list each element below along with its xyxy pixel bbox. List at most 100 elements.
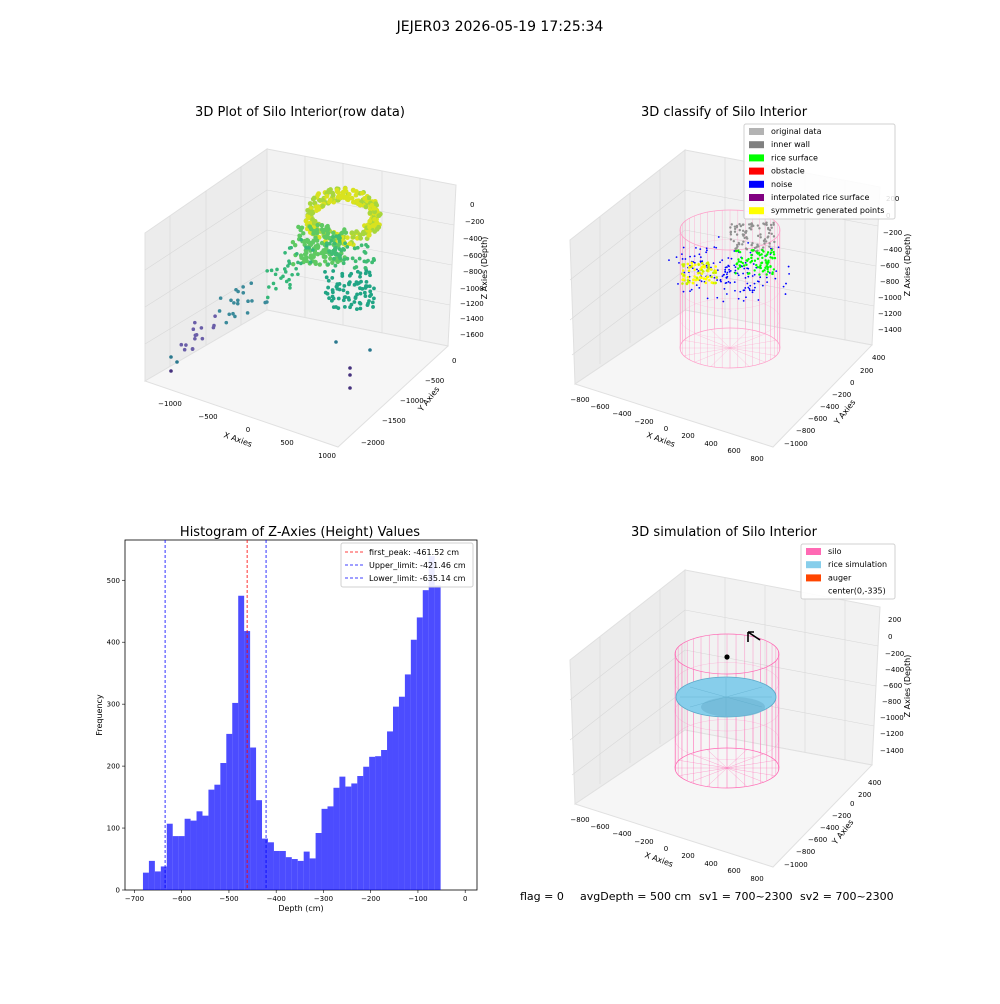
classify-point bbox=[758, 253, 762, 257]
legend-label: center(0,-335) bbox=[828, 587, 886, 596]
histogram-x-tick-label: −100 bbox=[408, 895, 427, 903]
classify-ytick: −200 bbox=[832, 391, 851, 399]
classify-point bbox=[753, 289, 755, 292]
cylinder-base-spoke bbox=[729, 340, 777, 349]
raw-point bbox=[355, 281, 360, 286]
classify-panel-title: 3D classify of Silo Interior bbox=[641, 105, 808, 120]
raw-point bbox=[376, 224, 382, 230]
classify-point bbox=[726, 266, 728, 268]
simulation-ztick: −1200 bbox=[880, 730, 904, 738]
simulation-legend-box bbox=[800, 543, 896, 600]
classify-point bbox=[680, 253, 683, 256]
raw-point bbox=[182, 347, 187, 352]
raw-point bbox=[274, 286, 278, 291]
histogram-bar bbox=[315, 833, 322, 890]
raw-point bbox=[372, 296, 376, 301]
histogram-bar bbox=[160, 866, 167, 890]
raw-point bbox=[212, 323, 216, 328]
classify-point bbox=[724, 268, 727, 271]
raw-point bbox=[363, 271, 368, 276]
simulation-xtick: −200 bbox=[634, 838, 653, 846]
simulation-ztick: −1000 bbox=[880, 714, 904, 722]
raw-point bbox=[271, 281, 276, 286]
classify-point bbox=[765, 273, 768, 276]
classify-ytick: −600 bbox=[808, 415, 827, 423]
raw-point bbox=[307, 201, 313, 206]
classify-point bbox=[714, 271, 718, 275]
classify-point bbox=[682, 290, 685, 293]
histogram-bar bbox=[154, 871, 161, 890]
classify-point bbox=[787, 265, 790, 268]
classify-point bbox=[698, 286, 701, 289]
raw-point bbox=[328, 256, 333, 261]
raw-point bbox=[343, 241, 348, 246]
simulation-xtick: 800 bbox=[750, 875, 763, 883]
histogram-x-tick-label: −300 bbox=[314, 895, 333, 903]
histogram-legend-label: Lower_limit: -635.14 cm bbox=[369, 574, 466, 583]
raw-point bbox=[348, 305, 352, 310]
raw-point bbox=[250, 299, 254, 303]
raw-point bbox=[367, 218, 373, 224]
raw-point bbox=[321, 248, 326, 253]
classify-point bbox=[769, 251, 773, 254]
histogram-legend-box bbox=[340, 542, 474, 588]
histogram-bar bbox=[392, 706, 399, 890]
classify-point bbox=[728, 270, 731, 273]
raw-point bbox=[193, 320, 197, 325]
classify-point bbox=[770, 248, 774, 252]
histogram-bar bbox=[369, 756, 376, 890]
cylinder-base-spoke bbox=[706, 767, 728, 787]
status-flag: flag = 0 bbox=[520, 890, 564, 903]
classify-point bbox=[727, 264, 730, 267]
cylinder-base-spoke bbox=[683, 347, 731, 356]
simulation-xtick: 200 bbox=[681, 852, 694, 860]
classify-point bbox=[694, 278, 698, 282]
raw-xtick: 500 bbox=[280, 439, 293, 447]
classify-point bbox=[689, 255, 691, 258]
classify-point bbox=[702, 264, 706, 267]
classify-point bbox=[749, 289, 751, 292]
classify-point bbox=[685, 282, 689, 285]
raw-point bbox=[322, 234, 327, 239]
raw-point bbox=[287, 259, 291, 263]
classify-point bbox=[756, 257, 760, 260]
cylinder-base-spoke bbox=[729, 333, 766, 349]
simulation-ytick: −800 bbox=[796, 848, 815, 856]
legend-swatch bbox=[749, 154, 764, 162]
raw-point bbox=[337, 247, 342, 251]
histogram-title: Histogram of Z-Axies (Height) Values bbox=[180, 525, 420, 540]
histogram-bar bbox=[363, 766, 370, 890]
classify-point bbox=[681, 269, 685, 272]
raw-point bbox=[169, 369, 173, 373]
classify-point bbox=[774, 277, 777, 280]
raw-point bbox=[246, 299, 250, 304]
raw-point bbox=[315, 192, 321, 198]
classify-point bbox=[751, 242, 754, 245]
raw-point bbox=[347, 282, 351, 287]
classify-point bbox=[689, 265, 693, 269]
histogram-bar bbox=[422, 590, 429, 890]
classify-point bbox=[734, 247, 737, 250]
raw-point bbox=[364, 242, 368, 247]
raw-ztick: −1200 bbox=[460, 300, 484, 308]
classify-point bbox=[765, 276, 768, 279]
raw-point bbox=[334, 245, 338, 250]
classify-point bbox=[756, 234, 760, 238]
classify-point bbox=[752, 248, 755, 252]
raw-point bbox=[342, 227, 347, 232]
raw-point bbox=[330, 192, 336, 198]
classify-point bbox=[755, 251, 759, 254]
classify-point bbox=[724, 282, 727, 285]
classify-point bbox=[695, 276, 699, 280]
raw-point bbox=[311, 248, 315, 252]
histogram-bar bbox=[410, 639, 417, 890]
raw-point bbox=[327, 199, 332, 205]
classify-point bbox=[772, 253, 776, 256]
classify-point bbox=[724, 266, 727, 269]
classify-point bbox=[709, 268, 713, 271]
histogram-bar bbox=[297, 860, 304, 890]
simulation-ztick: −200 bbox=[885, 650, 904, 658]
histogram-bar bbox=[398, 696, 405, 890]
